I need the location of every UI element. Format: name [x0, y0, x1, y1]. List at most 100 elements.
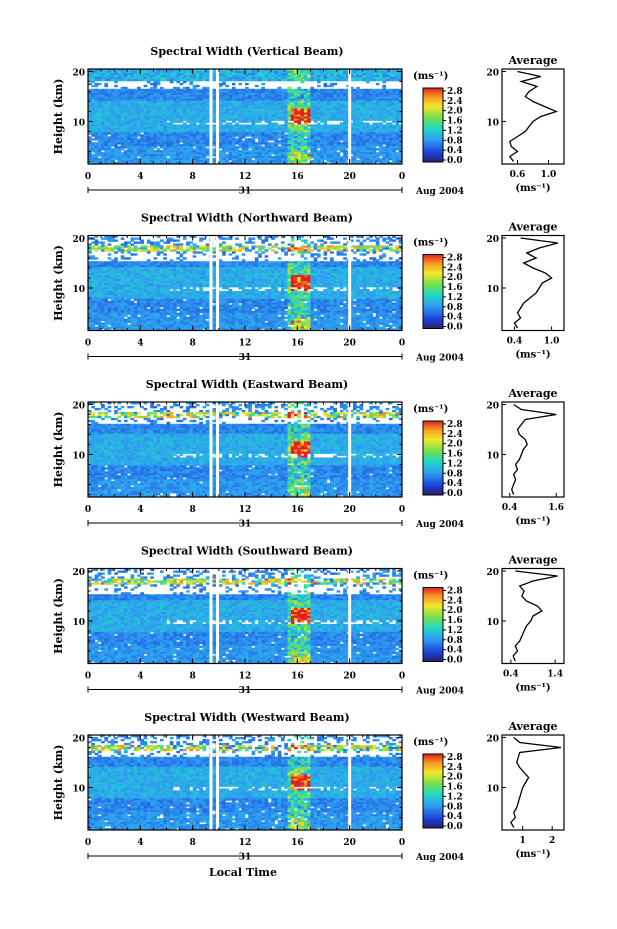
- heatmap-cell: [117, 108, 122, 111]
- heatmap-cell: [362, 112, 367, 115]
- heatmap-cell: [258, 108, 262, 111]
- heatmap-cell: [369, 110, 373, 113]
- heatmap-cell: [352, 72, 357, 76]
- heatmap-cell: [159, 106, 164, 109]
- heatmap-cell: [228, 72, 233, 76]
- heatmap-cell: [280, 78, 285, 82]
- heatmap-cell: [241, 90, 246, 94]
- heatmap-cell: [179, 98, 184, 102]
- heatmap-cell: [392, 112, 396, 115]
- heatmap-cell: [395, 96, 400, 100]
- heatmap-cell: [333, 98, 337, 102]
- heatmap-cell: [366, 76, 370, 80]
- heatmap-cell: [274, 92, 279, 96]
- heatmap-cell: [110, 102, 115, 106]
- heatmap-cell: [238, 146, 243, 149]
- heatmap-cell: [94, 257, 99, 260]
- heatmap-cell: [323, 100, 328, 104]
- heatmap-cell: [258, 104, 262, 108]
- heatmap-cell: [189, 249, 194, 252]
- heatmap-cell: [359, 108, 364, 111]
- heatmap-cell: [356, 88, 360, 92]
- heatmap-cell: [339, 100, 344, 104]
- heatmap-cell: [382, 96, 387, 100]
- heatmap-cell: [323, 84, 328, 88]
- heatmap-cell: [294, 78, 298, 82]
- heatmap-cell: [176, 88, 180, 92]
- heatmap-cell: [316, 94, 321, 98]
- heatmap-cell: [366, 108, 370, 111]
- heatmap-cell: [186, 92, 190, 96]
- heatmap-cell: [366, 90, 370, 94]
- heatmap-cell: [336, 74, 341, 78]
- heatmap-cell: [202, 106, 207, 109]
- heatmap-cell: [326, 96, 331, 100]
- heatmap-cell: [195, 92, 200, 96]
- heatmap-cell: [195, 96, 200, 100]
- heatmap-cell: [300, 255, 305, 258]
- heatmap-cell: [199, 100, 203, 104]
- heatmap-cell: [195, 108, 200, 111]
- heatmap-cell: [330, 72, 334, 76]
- heatmap-cell: [251, 76, 256, 80]
- heatmap-cell: [202, 249, 207, 252]
- heatmap-cell: [310, 69, 315, 72]
- heatmap-cell: [218, 104, 223, 108]
- heatmap-cell: [176, 86, 180, 90]
- heatmap-cell: [212, 88, 216, 92]
- heatmap-cell: [235, 104, 239, 108]
- heatmap-cell: [323, 78, 328, 82]
- heatmap-cell: [110, 72, 115, 76]
- heatmap-cell: [143, 112, 148, 115]
- heatmap-cell: [349, 78, 354, 82]
- heatmap-cell: [150, 96, 154, 100]
- heatmap-cell: [251, 92, 256, 96]
- heatmap-cell: [307, 69, 311, 72]
- heatmap-cell: [179, 112, 184, 115]
- heatmap-cell: [182, 237, 187, 240]
- heatmap-cell: [130, 92, 135, 96]
- heatmap-cell: [146, 69, 151, 72]
- heatmap-cell: [382, 142, 387, 145]
- heatmap-cell: [182, 102, 187, 106]
- heatmap-cell: [123, 257, 128, 260]
- heatmap-cell: [110, 110, 115, 113]
- heatmap-cell: [169, 74, 174, 78]
- heatmap-cell: [104, 94, 109, 98]
- heatmap-cell: [159, 76, 164, 80]
- heatmap-cell: [372, 69, 377, 72]
- heatmap-cell: [284, 88, 288, 92]
- heatmap-cell: [104, 104, 109, 108]
- heatmap-cell: [382, 112, 387, 115]
- heatmap-cell: [88, 106, 92, 109]
- heatmap-cell: [202, 98, 207, 102]
- heatmap-cell: [97, 112, 102, 115]
- heatmap-cell: [352, 247, 357, 250]
- heatmap-cell: [372, 94, 377, 98]
- heatmap-cell: [254, 110, 259, 113]
- heatmap-cell: [398, 76, 403, 80]
- heatmap-cell: [97, 114, 102, 117]
- heatmap-cell: [114, 80, 118, 84]
- heatmap-cell: [330, 84, 334, 88]
- heatmap-cell: [205, 154, 210, 157]
- heatmap-cell: [176, 72, 180, 76]
- heatmap-cell: [140, 78, 144, 82]
- heatmap-cell: [97, 82, 102, 86]
- heatmap-cell: [294, 102, 298, 106]
- heatmap-cell: [137, 100, 141, 104]
- heatmap-cell: [166, 88, 171, 92]
- colorbar-unit: (ms⁻¹): [413, 71, 448, 82]
- heatmap-cell: [88, 104, 92, 108]
- heatmap-cell: [248, 94, 252, 98]
- heatmap-cell: [258, 102, 262, 106]
- heatmap-cell: [97, 72, 102, 76]
- heatmap-cell: [245, 120, 249, 123]
- heatmap-cell: [395, 102, 400, 106]
- profile-x-label: (ms⁻¹): [515, 183, 550, 194]
- heatmap-cell: [372, 112, 377, 115]
- heatmap-cell: [241, 106, 246, 109]
- heatmap-cell: [117, 70, 122, 74]
- heatmap-cell: [388, 158, 393, 161]
- heatmap-cell: [225, 110, 230, 113]
